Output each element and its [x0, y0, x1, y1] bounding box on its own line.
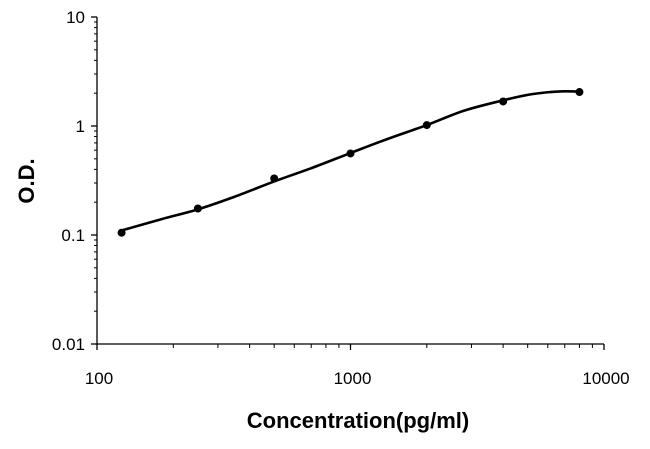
- fit-curve-line: [120, 90, 581, 232]
- data-point: [270, 174, 279, 183]
- y-tick-label: 0.01: [52, 335, 85, 354]
- data-point: [117, 228, 126, 237]
- tick-labels-layer: 0.01 0.1 1 10 100 1000 10000: [52, 8, 630, 388]
- data-point: [346, 149, 355, 158]
- y-axis-title: O.D.: [14, 158, 39, 203]
- y-tick-label: 1: [76, 117, 85, 136]
- y-tick-label: 0.1: [61, 226, 85, 245]
- data-point: [575, 88, 584, 97]
- x-axis-title: Concentration(pg/ml): [247, 408, 469, 433]
- data-point: [193, 204, 202, 213]
- x-tick-label: 10000: [582, 369, 629, 388]
- data-points-layer: [117, 88, 584, 237]
- x-tick-label: 100: [85, 369, 113, 388]
- fit-curve-layer: [120, 90, 581, 232]
- axes: [91, 16, 605, 350]
- y-tick-label: 10: [66, 8, 85, 27]
- data-point: [422, 121, 431, 130]
- x-tick-label: 1000: [334, 369, 372, 388]
- data-point: [499, 97, 508, 106]
